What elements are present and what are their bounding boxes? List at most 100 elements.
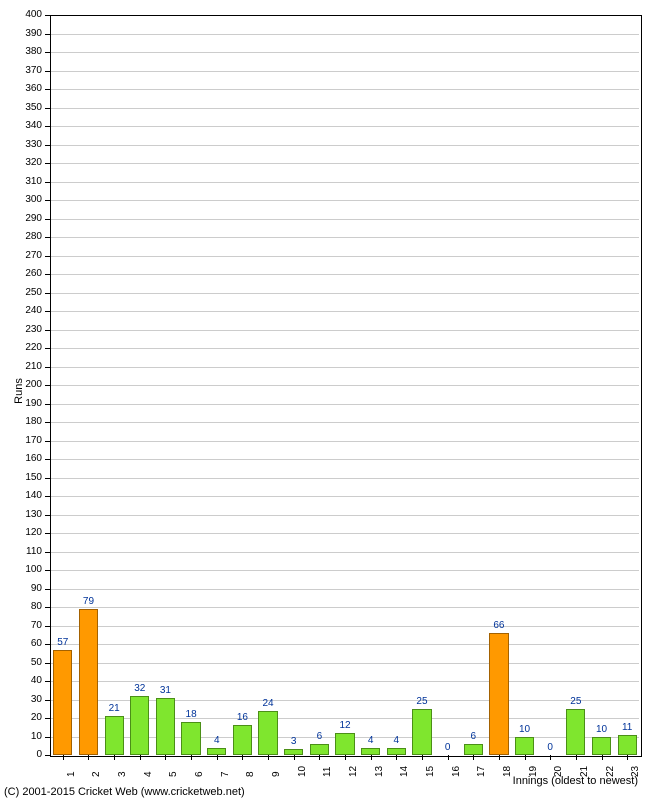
grid-line (51, 71, 639, 72)
y-tick (45, 404, 50, 405)
y-tick (45, 422, 50, 423)
y-tick-label: 100 (0, 565, 42, 575)
grid-line (51, 89, 639, 90)
y-tick-label: 240 (0, 306, 42, 316)
y-tick (45, 145, 50, 146)
grid-line (51, 348, 639, 349)
y-tick (45, 182, 50, 183)
y-tick-label: 350 (0, 103, 42, 113)
y-tick-label: 330 (0, 140, 42, 150)
y-tick (45, 700, 50, 701)
y-tick (45, 478, 50, 479)
x-tick-label: 3 (118, 771, 128, 777)
grid-line (51, 552, 639, 553)
y-axis-title: Runs (13, 378, 25, 404)
grid-line (51, 52, 639, 53)
bar-value-label: 6 (304, 732, 334, 742)
bar-value-label: 24 (253, 699, 283, 709)
bar-value-label: 4 (381, 736, 411, 746)
x-tick (627, 755, 628, 760)
grid-line (51, 589, 639, 590)
bar-value-label: 0 (433, 743, 463, 753)
x-tick (345, 755, 346, 760)
y-tick-label: 230 (0, 325, 42, 335)
grid-line (51, 34, 639, 35)
x-tick (576, 755, 577, 760)
x-tick (371, 755, 372, 760)
bar (489, 633, 508, 755)
y-tick-label: 30 (0, 695, 42, 705)
y-tick (45, 274, 50, 275)
grid-line (51, 478, 639, 479)
grid-line (51, 422, 639, 423)
y-tick-label: 150 (0, 473, 42, 483)
grid-line (51, 570, 639, 571)
y-tick-label: 370 (0, 66, 42, 76)
x-tick-label: 1 (67, 771, 77, 777)
y-tick (45, 681, 50, 682)
bar-value-label: 66 (484, 621, 514, 631)
x-tick (88, 755, 89, 760)
x-tick (396, 755, 397, 760)
bar (258, 711, 277, 755)
y-tick (45, 293, 50, 294)
bar (130, 696, 149, 755)
y-tick-label: 50 (0, 658, 42, 668)
x-tick-label: 9 (272, 771, 282, 777)
bar (464, 744, 483, 755)
x-tick (499, 755, 500, 760)
x-tick-label: 4 (144, 771, 154, 777)
bar-value-label: 10 (510, 725, 540, 735)
y-tick (45, 496, 50, 497)
grid-line (51, 385, 639, 386)
grid-line (51, 404, 639, 405)
y-tick-label: 40 (0, 676, 42, 686)
bar (361, 748, 380, 755)
y-tick (45, 34, 50, 35)
bar (79, 609, 98, 755)
grid-line (51, 644, 639, 645)
bar (387, 748, 406, 755)
x-tick (525, 755, 526, 760)
x-tick (550, 755, 551, 760)
bar-value-label: 21 (99, 704, 129, 714)
bar (335, 733, 354, 755)
bar (156, 698, 175, 755)
x-tick-label: 15 (426, 766, 436, 777)
chart-container: 57792132311841624361244250666100251011 0… (0, 0, 650, 800)
x-tick (473, 755, 474, 760)
grid-line (51, 330, 639, 331)
y-tick (45, 200, 50, 201)
y-tick (45, 644, 50, 645)
grid-line (51, 367, 639, 368)
y-tick-label: 170 (0, 436, 42, 446)
y-tick-label: 180 (0, 417, 42, 427)
grid-line (51, 533, 639, 534)
bar (310, 744, 329, 755)
bar (233, 725, 252, 755)
x-tick (165, 755, 166, 760)
x-tick (422, 755, 423, 760)
y-tick (45, 256, 50, 257)
bar-value-label: 18 (176, 710, 206, 720)
grid-line (51, 182, 639, 183)
y-tick-label: 250 (0, 288, 42, 298)
bar (181, 722, 200, 755)
grid-line (51, 515, 639, 516)
x-tick (268, 755, 269, 760)
x-tick-label: 11 (323, 767, 333, 777)
x-tick-label: 2 (92, 771, 102, 777)
y-tick (45, 441, 50, 442)
x-tick-label: 18 (503, 766, 513, 777)
bar-value-label: 16 (227, 713, 257, 723)
bar-value-label: 25 (407, 697, 437, 707)
bar (566, 709, 585, 755)
y-tick-label: 20 (0, 713, 42, 723)
grid-line (51, 126, 639, 127)
y-tick (45, 15, 50, 16)
grid-line (51, 663, 639, 664)
x-tick-label: 7 (221, 771, 231, 777)
y-tick-label: 390 (0, 29, 42, 39)
grid-line (51, 681, 639, 682)
x-tick-label: 12 (349, 766, 359, 777)
